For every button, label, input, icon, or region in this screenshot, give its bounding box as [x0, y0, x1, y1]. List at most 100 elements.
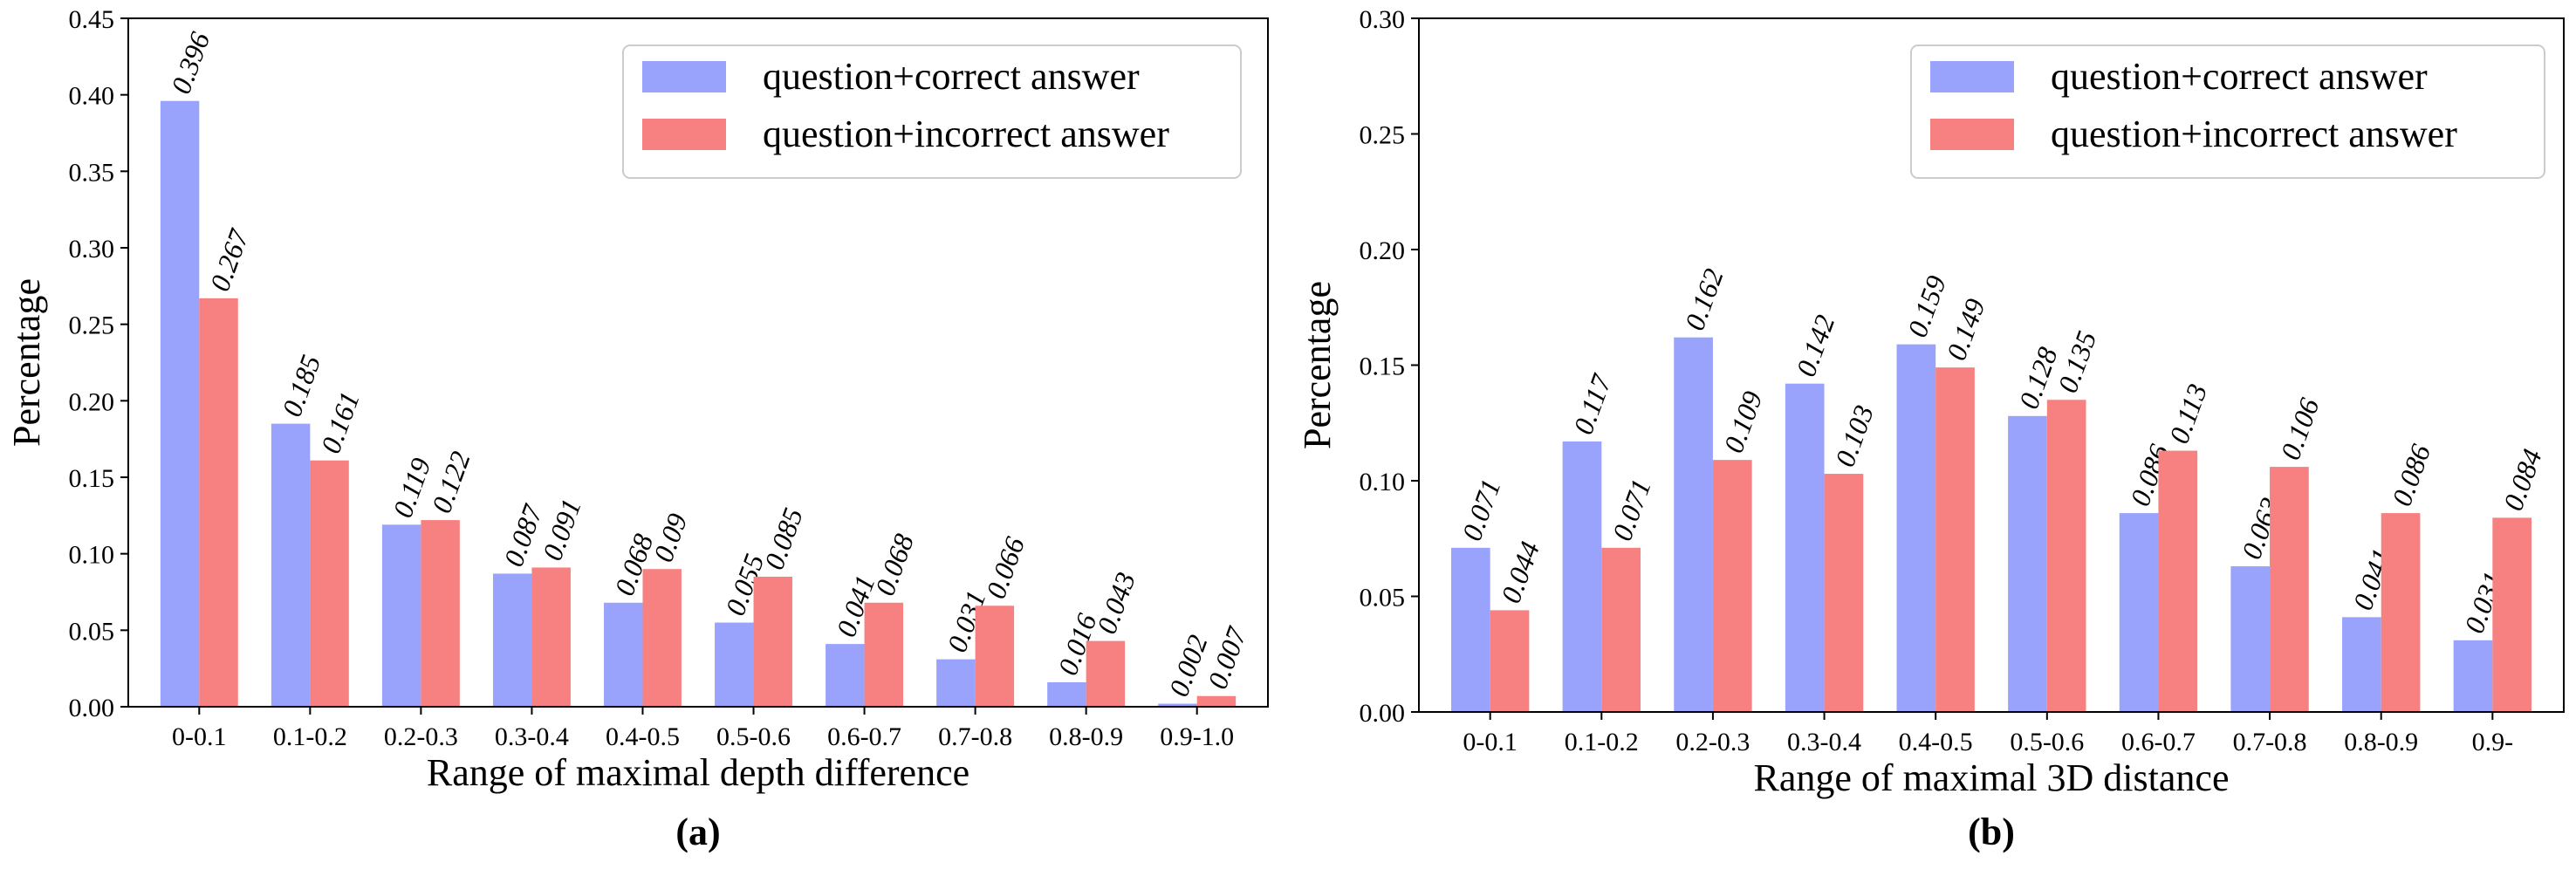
bar-incorrect-5	[2046, 400, 2086, 712]
value-label-incorrect-1: 0.161	[314, 387, 365, 457]
bar-correct-4	[1896, 344, 1936, 712]
bar-incorrect-1	[1601, 547, 1641, 712]
y-axis-label: Percentage	[1296, 281, 1339, 449]
x-tick-label: 0.5-0.6	[2010, 728, 2084, 756]
legend-label-incorrect: question+incorrect answer	[763, 113, 1169, 155]
bar-correct-4	[604, 602, 643, 707]
bar-incorrect-9	[1196, 695, 1237, 707]
value-label-correct-3: 0.142	[1790, 311, 1840, 380]
bar-incorrect-4	[642, 569, 682, 707]
legend-label-incorrect: question+incorrect answer	[2051, 113, 2457, 155]
y-tick-label: 0.30	[1360, 5, 1406, 34]
value-label-correct-0: 0.396	[165, 28, 216, 98]
y-tick-label: 0.35	[69, 158, 115, 187]
x-tick-label: 0.4-0.5	[1899, 728, 1973, 756]
value-label-incorrect-2: 0.109	[1717, 387, 1768, 457]
value-label-correct-2: 0.119	[387, 454, 437, 522]
bar-incorrect-2	[1712, 460, 1752, 712]
value-label-correct-1: 0.185	[276, 351, 326, 421]
y-tick-label: 0.00	[69, 694, 115, 722]
value-label-incorrect-6: 0.068	[869, 530, 920, 599]
x-tick-label: 0.7-0.8	[938, 722, 1012, 751]
bar-incorrect-3	[531, 567, 571, 707]
x-tick-label: 0.9-1.0	[1160, 722, 1234, 751]
value-label-incorrect-9: 0.007	[1202, 621, 1253, 693]
bar-incorrect-8	[1086, 640, 1126, 707]
x-tick-label: 0.7-0.8	[2233, 728, 2307, 756]
value-label-correct-0: 0.071	[1456, 475, 1506, 544]
bar-correct-2	[1674, 337, 1713, 712]
y-tick-label: 0.30	[69, 235, 115, 263]
value-label-incorrect-4: 0.09	[647, 510, 693, 566]
bar-correct-6	[826, 644, 865, 707]
plot-frame	[127, 17, 1269, 708]
legend-swatch-correct	[642, 61, 726, 92]
x-axis-label: Range of maximal 3D distance	[1754, 756, 2230, 799]
bar-incorrect-6	[2158, 450, 2198, 712]
x-axis-label: Range of maximal depth difference	[427, 751, 969, 794]
value-label-incorrect-7: 0.066	[980, 533, 1031, 603]
y-tick-label: 0.10	[1360, 468, 1406, 496]
y-axis-label: Percentage	[5, 278, 48, 447]
bar-correct-8	[1047, 681, 1086, 707]
y-tick-label: 0.20	[1360, 236, 1406, 265]
x-tick-label: 0.8-0.9	[1049, 722, 1123, 751]
legend-label-correct: question+correct answer	[2051, 55, 2428, 98]
legend: question+correct answer question+incorrec…	[1910, 44, 2545, 179]
bar-correct-1	[1562, 441, 1602, 712]
y-tick-label: 0.15	[69, 464, 115, 493]
bar-incorrect-8	[2381, 513, 2421, 712]
legend-swatch-incorrect	[642, 119, 726, 150]
x-tick-label: 0.6-0.7	[827, 722, 901, 751]
bar-incorrect-0	[199, 298, 238, 707]
x-tick-label: 0.9-	[2472, 728, 2514, 756]
value-label-incorrect-3: 0.091	[536, 495, 586, 565]
x-tick-label: 0-0.1	[1463, 728, 1518, 756]
bar-incorrect-5	[753, 576, 792, 707]
value-label-incorrect-3: 0.103	[1829, 400, 1880, 470]
y-tick-label: 0.05	[1360, 584, 1406, 613]
x-tick-label: 0.2-0.3	[384, 722, 458, 751]
bar-correct-0	[1451, 547, 1490, 712]
x-tick-label: 0.1-0.2	[273, 722, 347, 751]
y-tick-label: 0.25	[69, 311, 115, 340]
x-tick-label: 0.2-0.3	[1675, 728, 1750, 756]
y-tick-label: 0.15	[1360, 352, 1406, 381]
panel-label: (a)	[675, 811, 720, 853]
value-label-correct-3: 0.087	[497, 499, 549, 571]
x-tick-label: 0.3-0.4	[495, 722, 569, 751]
value-label-incorrect-7: 0.106	[2274, 394, 2325, 464]
bar-incorrect-0	[1490, 610, 1530, 712]
value-label-correct-4: 0.159	[1901, 271, 1952, 341]
bar-correct-9	[2453, 640, 2493, 712]
bar-correct-5	[2008, 415, 2047, 712]
legend-swatch-correct	[1930, 61, 2014, 92]
chart-panel-b: 0.0710.1170.1620.1420.1590.1280.0860.063…	[1296, 5, 2565, 853]
legend-swatch-incorrect	[1930, 119, 2014, 150]
value-label-incorrect-2: 0.122	[425, 448, 476, 517]
bar-incorrect-1	[310, 460, 349, 707]
bar-correct-0	[160, 100, 200, 708]
value-label-incorrect-8: 0.086	[2386, 441, 2436, 510]
x-tick-label: 0.8-0.9	[2344, 728, 2418, 756]
bar-incorrect-2	[421, 520, 460, 707]
legend: question+correct answer question+incorrec…	[622, 44, 1242, 179]
y-tick-label: 0.20	[69, 387, 115, 416]
y-tick-label: 0.45	[69, 5, 115, 34]
bar-correct-5	[715, 622, 754, 707]
value-label-incorrect-8: 0.043	[1091, 568, 1141, 638]
value-label-incorrect-0: 0.044	[1495, 537, 1545, 607]
legend-box	[622, 44, 1242, 179]
bar-incorrect-4	[1935, 367, 1975, 712]
bar-correct-3	[492, 573, 532, 707]
y-tick-label: 0.25	[1360, 121, 1406, 150]
y-tick-label: 0.40	[69, 82, 115, 111]
x-tick-label: 0-0.1	[172, 722, 227, 751]
y-tick-label: 0.10	[69, 541, 115, 570]
bar-correct-8	[2342, 617, 2381, 712]
value-label-incorrect-1: 0.071	[1606, 475, 1656, 544]
value-label-correct-2: 0.162	[1678, 264, 1729, 334]
bar-correct-9	[1158, 703, 1197, 707]
